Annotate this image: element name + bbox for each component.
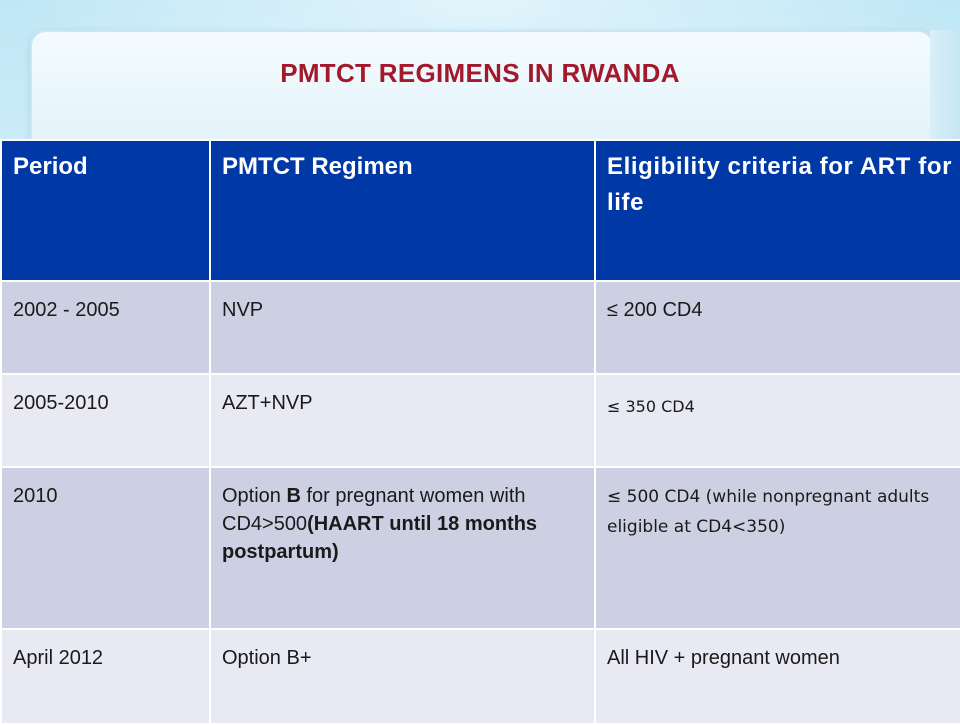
regimen-text-bold: B (286, 485, 301, 507)
table-row: 2010 Option B for pregnant women with CD… (0, 466, 960, 630)
header-period: Period (0, 139, 211, 282)
eligibility-cell: ≤ 500 CD4 (while nonpregnant adults elig… (594, 466, 960, 630)
table-row: April 2012 Option B+ All HIV + pregnant … (0, 628, 960, 725)
decorative-strip (930, 30, 960, 140)
eligibility-cell: All HIV + pregnant women (594, 628, 960, 725)
regimen-cell: Option B+ (209, 628, 596, 725)
eligibility-cell: ≤ 200 CD4 (594, 280, 960, 375)
table-row: 2005-2010 AZT+NVP ≤ 350 CD4 (0, 373, 960, 468)
eligibility-cell: ≤ 350 CD4 (594, 373, 960, 468)
regimen-cell: AZT+NVP (209, 373, 596, 468)
header-regimen: PMTCT Regimen (209, 139, 596, 282)
header-eligibility: Eligibility criteria for ART for life (594, 139, 960, 282)
regimen-text: Option B+ (222, 647, 312, 669)
period-cell: 2005-2010 (0, 373, 211, 468)
period-cell: 2010 (0, 466, 211, 630)
regimen-text: NVP (222, 299, 264, 321)
regimen-text: AZT+NVP (222, 392, 313, 414)
period-cell: 2002 - 2005 (0, 280, 211, 375)
regimen-cell: NVP (209, 280, 596, 375)
regimen-text: Option (222, 485, 287, 507)
table-header-row: Period PMTCT Regimen Eligibility criteri… (0, 139, 960, 282)
table-row: 2002 - 2005 NVP ≤ 200 CD4 (0, 280, 960, 375)
regimens-table: Period PMTCT Regimen Eligibility criteri… (0, 139, 960, 725)
period-cell: April 2012 (0, 628, 211, 725)
regimen-text: for pregnant women with CD4>500 (222, 485, 526, 535)
page-title: PMTCT REGIMENS IN RWANDA (280, 58, 680, 88)
regimen-cell: Option B for pregnant women with CD4>500… (209, 466, 596, 630)
regimen-text-bold: (HAART until 18 months postpartum) (222, 513, 538, 563)
